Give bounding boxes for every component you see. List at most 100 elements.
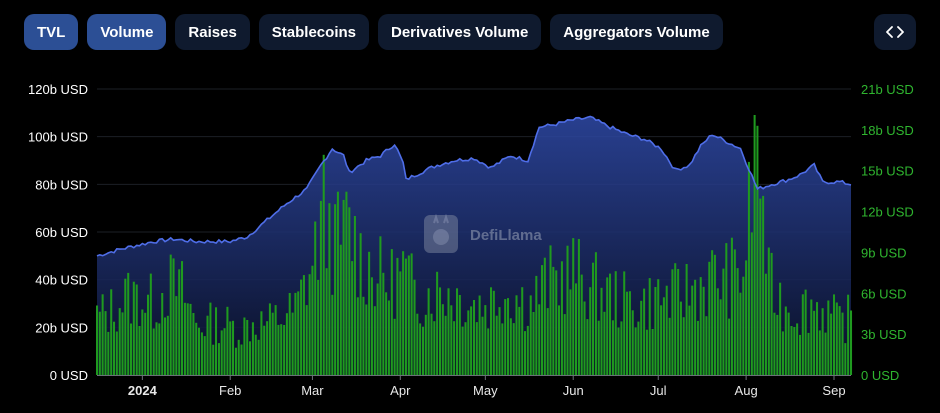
volume-bar — [464, 322, 467, 375]
volume-bar — [444, 315, 447, 375]
volume-bar — [260, 311, 263, 375]
x-axis-tick-label: Apr — [390, 383, 411, 398]
volume-bar — [759, 198, 762, 375]
volume-bar — [407, 255, 410, 375]
volume-bar — [305, 305, 308, 375]
tvl-area — [97, 116, 851, 375]
volume-bar — [801, 294, 804, 375]
volume-bar — [419, 323, 422, 375]
volume-bar — [427, 288, 430, 375]
volume-bar — [206, 315, 209, 375]
volume-bar — [637, 321, 640, 375]
embed-button[interactable] — [874, 14, 916, 50]
volume-bar — [470, 306, 473, 375]
volume-bar — [200, 332, 203, 375]
volume-bar — [509, 318, 512, 375]
volume-bar — [478, 295, 481, 375]
volume-bar — [453, 321, 456, 375]
volume-bar — [526, 325, 529, 375]
x-axis: 2024 Feb Mar Apr May Jun Jul Aug Sep — [97, 375, 851, 398]
right-axis-tick-label: 9b USD — [861, 245, 907, 260]
volume-bar — [779, 282, 782, 375]
volume-bar — [833, 294, 836, 375]
volume-bar — [776, 314, 779, 375]
volume-bar — [130, 323, 133, 375]
tab-volume[interactable]: Volume — [87, 14, 167, 50]
left-axis-tick-label: 60b USD — [35, 225, 88, 240]
tab-aggregators-volume[interactable]: Aggregators Volume — [550, 14, 723, 50]
volume-bar — [739, 292, 742, 375]
volume-bar — [280, 324, 283, 375]
volume-bar — [147, 294, 150, 375]
volume-bar — [753, 115, 756, 375]
volume-bar — [736, 268, 739, 375]
volume-bar — [379, 236, 382, 375]
volume-bar — [217, 343, 220, 375]
volume-bar — [521, 287, 524, 375]
volume-bar — [266, 321, 269, 375]
volume-bar — [623, 271, 626, 375]
volume-bar — [572, 238, 575, 375]
volume-bar — [580, 274, 583, 375]
volume-bar — [356, 297, 359, 375]
volume-bar — [404, 258, 407, 375]
volume-bar — [192, 313, 195, 375]
volume-bar — [594, 252, 597, 375]
volume-bar — [657, 279, 660, 375]
volume-bar — [268, 303, 271, 375]
volume-bar — [291, 312, 294, 375]
volume-bar — [325, 268, 328, 375]
volume-bar — [232, 320, 235, 375]
volume-bar — [376, 283, 379, 375]
volume-bar — [166, 315, 169, 375]
tab-derivatives-volume[interactable]: Derivatives Volume — [378, 14, 542, 50]
volume-bar — [186, 303, 189, 375]
volume-bar — [297, 291, 300, 375]
volume-bar — [535, 275, 538, 375]
volume-bar — [475, 322, 478, 375]
right-axis-tick-label: 3b USD — [861, 327, 907, 342]
volume-bar — [226, 306, 229, 375]
volume-bar — [677, 269, 680, 375]
volume-bar — [288, 293, 291, 375]
volume-bar — [524, 331, 527, 375]
volume-bar — [507, 298, 510, 375]
volume-bar — [606, 277, 609, 375]
left-axis-tick-label: 120b USD — [28, 82, 88, 97]
volume-bar — [115, 331, 118, 375]
volume-bar — [183, 302, 186, 375]
volume-bar — [628, 291, 631, 375]
volume-bar — [234, 347, 237, 375]
left-axis-tick-label: 40b USD — [35, 273, 88, 288]
volume-bar — [620, 321, 623, 375]
watermark: DefiLlama — [424, 213, 542, 253]
volume-bar — [285, 313, 288, 375]
volume-bar — [223, 328, 226, 375]
tab-stablecoins[interactable]: Stablecoins — [258, 14, 369, 50]
volume-bar — [501, 323, 504, 375]
volume-bar — [328, 203, 331, 375]
x-axis-tick-label: May — [473, 383, 498, 398]
volume-bar — [246, 320, 249, 375]
volume-bar — [351, 261, 354, 375]
tab-tvl[interactable]: TVL — [24, 14, 79, 50]
volume-bar — [433, 321, 436, 375]
tab-raises[interactable]: Raises — [175, 14, 250, 50]
volume-bar — [300, 279, 303, 375]
volume-bar — [402, 251, 405, 375]
x-axis-tick-label: Aug — [735, 383, 758, 398]
volume-bar — [370, 277, 373, 375]
volume-bar — [756, 125, 759, 375]
volume-bar — [495, 315, 498, 375]
volume-bar — [730, 237, 733, 375]
volume-bar — [799, 334, 802, 375]
volume-bar — [467, 310, 470, 375]
volume-bar — [541, 265, 544, 375]
volume-bar — [713, 254, 716, 375]
volume-bar — [674, 263, 677, 375]
volume-bar — [841, 312, 844, 375]
volume-bar — [560, 261, 563, 375]
volume-bar — [807, 332, 810, 375]
volume-bar — [387, 300, 390, 375]
right-axis-tick-label: 0 USD — [861, 368, 899, 383]
